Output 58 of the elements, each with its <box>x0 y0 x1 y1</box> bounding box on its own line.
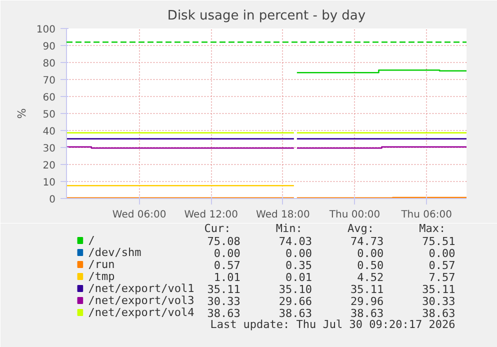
y-tick-label: 30 <box>42 144 56 154</box>
text: 38.63 <box>207 307 240 320</box>
legend-label: /run <box>88 258 115 271</box>
x-tick-label: Wed 12:00 <box>184 210 238 220</box>
y-tick-label: 50 <box>42 110 56 120</box>
y-tick-label: 20 <box>42 160 56 172</box>
text: 0.57 <box>428 259 456 272</box>
text: Last update: Thu Jul 30 09:20:17 2026 <box>210 318 456 331</box>
text: 7.57 <box>428 271 456 284</box>
text: 0.00 <box>285 247 312 260</box>
y-tick-label: 90 <box>42 42 56 52</box>
y-tick-label: 80 <box>42 58 56 70</box>
y-tick-label: 60 <box>42 92 56 104</box>
text: 29.66 <box>278 295 312 308</box>
y-tick-label: 40 <box>42 126 56 138</box>
text: 74.73 <box>350 235 384 248</box>
text: 35.11 <box>350 283 384 296</box>
legend-label: /dev/shm <box>88 246 142 259</box>
chart-title: Disk usage in percent - by day <box>167 8 366 24</box>
text: Avg: <box>347 222 374 235</box>
text: 0.00 <box>214 247 240 260</box>
text: 0.50 <box>357 259 384 272</box>
y-tick-label: 0 <box>49 194 56 206</box>
legend-label: /net/export/vol3 <box>88 294 194 307</box>
y-tick-label: 10 <box>42 178 56 188</box>
text: 38.63 <box>350 307 384 320</box>
text: 30.33 <box>207 295 240 308</box>
text: 35.11 <box>422 283 456 296</box>
x-tick-label: Thu 00:00 <box>328 210 380 220</box>
text: 0.00 <box>357 247 384 260</box>
text: 30.33 <box>422 295 456 308</box>
text: 38.63 <box>422 307 456 320</box>
text: 75.51 <box>422 235 456 248</box>
x-tick-label: Thu 06:00 <box>400 210 452 220</box>
text: 0.00 <box>428 247 456 260</box>
text: 0.35 <box>285 259 312 272</box>
text: 0.01 <box>285 271 312 284</box>
y-axis-title: % <box>15 108 28 119</box>
x-tick-label: Wed 06:00 <box>112 210 166 220</box>
text: 0.57 <box>214 259 240 272</box>
text: Min: <box>276 222 302 235</box>
y-tick-label: 100 <box>36 24 56 36</box>
legend-label: /net/export/vol1 <box>88 282 194 295</box>
text: Cur: <box>204 222 231 235</box>
y-tick-label: 70 <box>42 76 56 86</box>
text: 4.52 <box>357 271 384 284</box>
text: 75.08 <box>207 235 240 248</box>
text: 38.63 <box>278 307 312 320</box>
legend-label: /net/export/vol4 <box>88 306 195 319</box>
text: 74.03 <box>278 235 312 248</box>
text: Max: <box>419 222 446 235</box>
text: 35.10 <box>278 283 312 296</box>
text: 1.01 <box>214 271 240 284</box>
x-tick-label: Wed 18:00 <box>256 210 310 220</box>
legend-label: /tmp <box>88 270 115 283</box>
legend-label: / <box>88 234 95 247</box>
text: 35.11 <box>207 283 240 296</box>
text: 29.96 <box>350 295 384 308</box>
